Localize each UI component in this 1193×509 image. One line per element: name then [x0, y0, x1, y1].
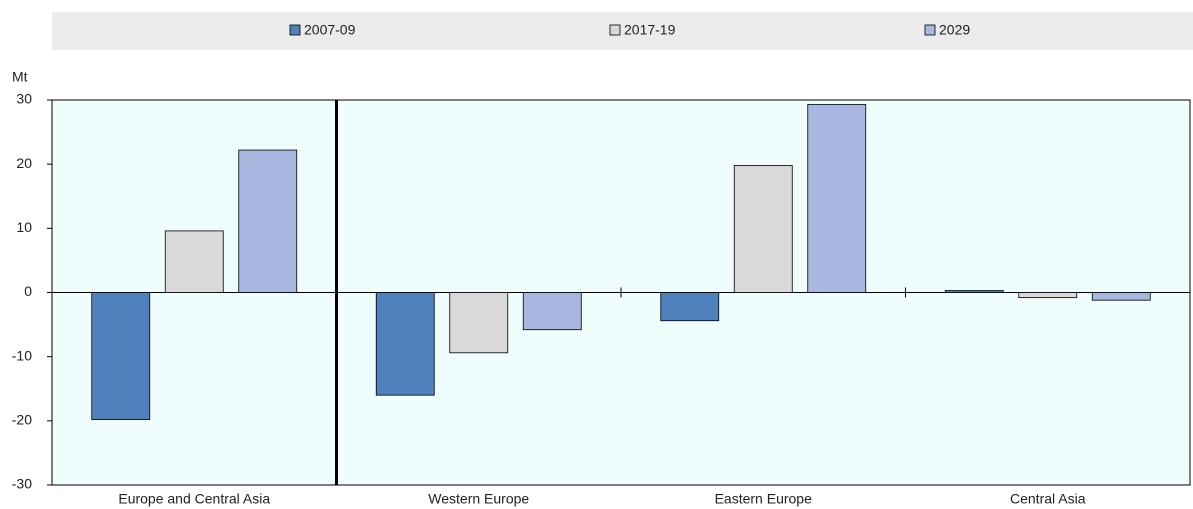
y-tick-label: 0 [24, 283, 32, 299]
y-tick-label: -10 [12, 347, 32, 363]
x-tick-label: Europe and Central Asia [118, 491, 270, 507]
y-tick-label: -20 [12, 412, 32, 428]
bar [944, 290, 1004, 293]
bar [449, 292, 509, 354]
bar [1091, 292, 1151, 301]
y-tick-label: 10 [16, 219, 32, 235]
bar [807, 104, 867, 293]
legend-band [52, 12, 1193, 50]
y-tick-label: 20 [16, 155, 32, 171]
legend-swatch [924, 24, 936, 36]
y-tick-label: -30 [12, 476, 32, 492]
bar [1018, 292, 1078, 299]
legend-swatch [289, 24, 301, 36]
x-tick-label: Central Asia [1010, 491, 1086, 507]
y-axis-label: Mt [12, 69, 28, 85]
legend-label: 2029 [939, 22, 970, 38]
bar [164, 230, 224, 293]
bar [238, 149, 298, 293]
legend-label: 2007-09 [304, 22, 356, 38]
bar [733, 165, 793, 293]
y-tick-label: 30 [16, 91, 32, 107]
legend-label: 2017-19 [624, 22, 676, 38]
x-tick-label: Eastern Europe [715, 491, 812, 507]
bar [660, 292, 720, 322]
bar [91, 292, 151, 420]
bar [522, 292, 582, 331]
bar [375, 292, 435, 396]
x-tick-label: Western Europe [428, 491, 529, 507]
legend-swatch [609, 24, 621, 36]
